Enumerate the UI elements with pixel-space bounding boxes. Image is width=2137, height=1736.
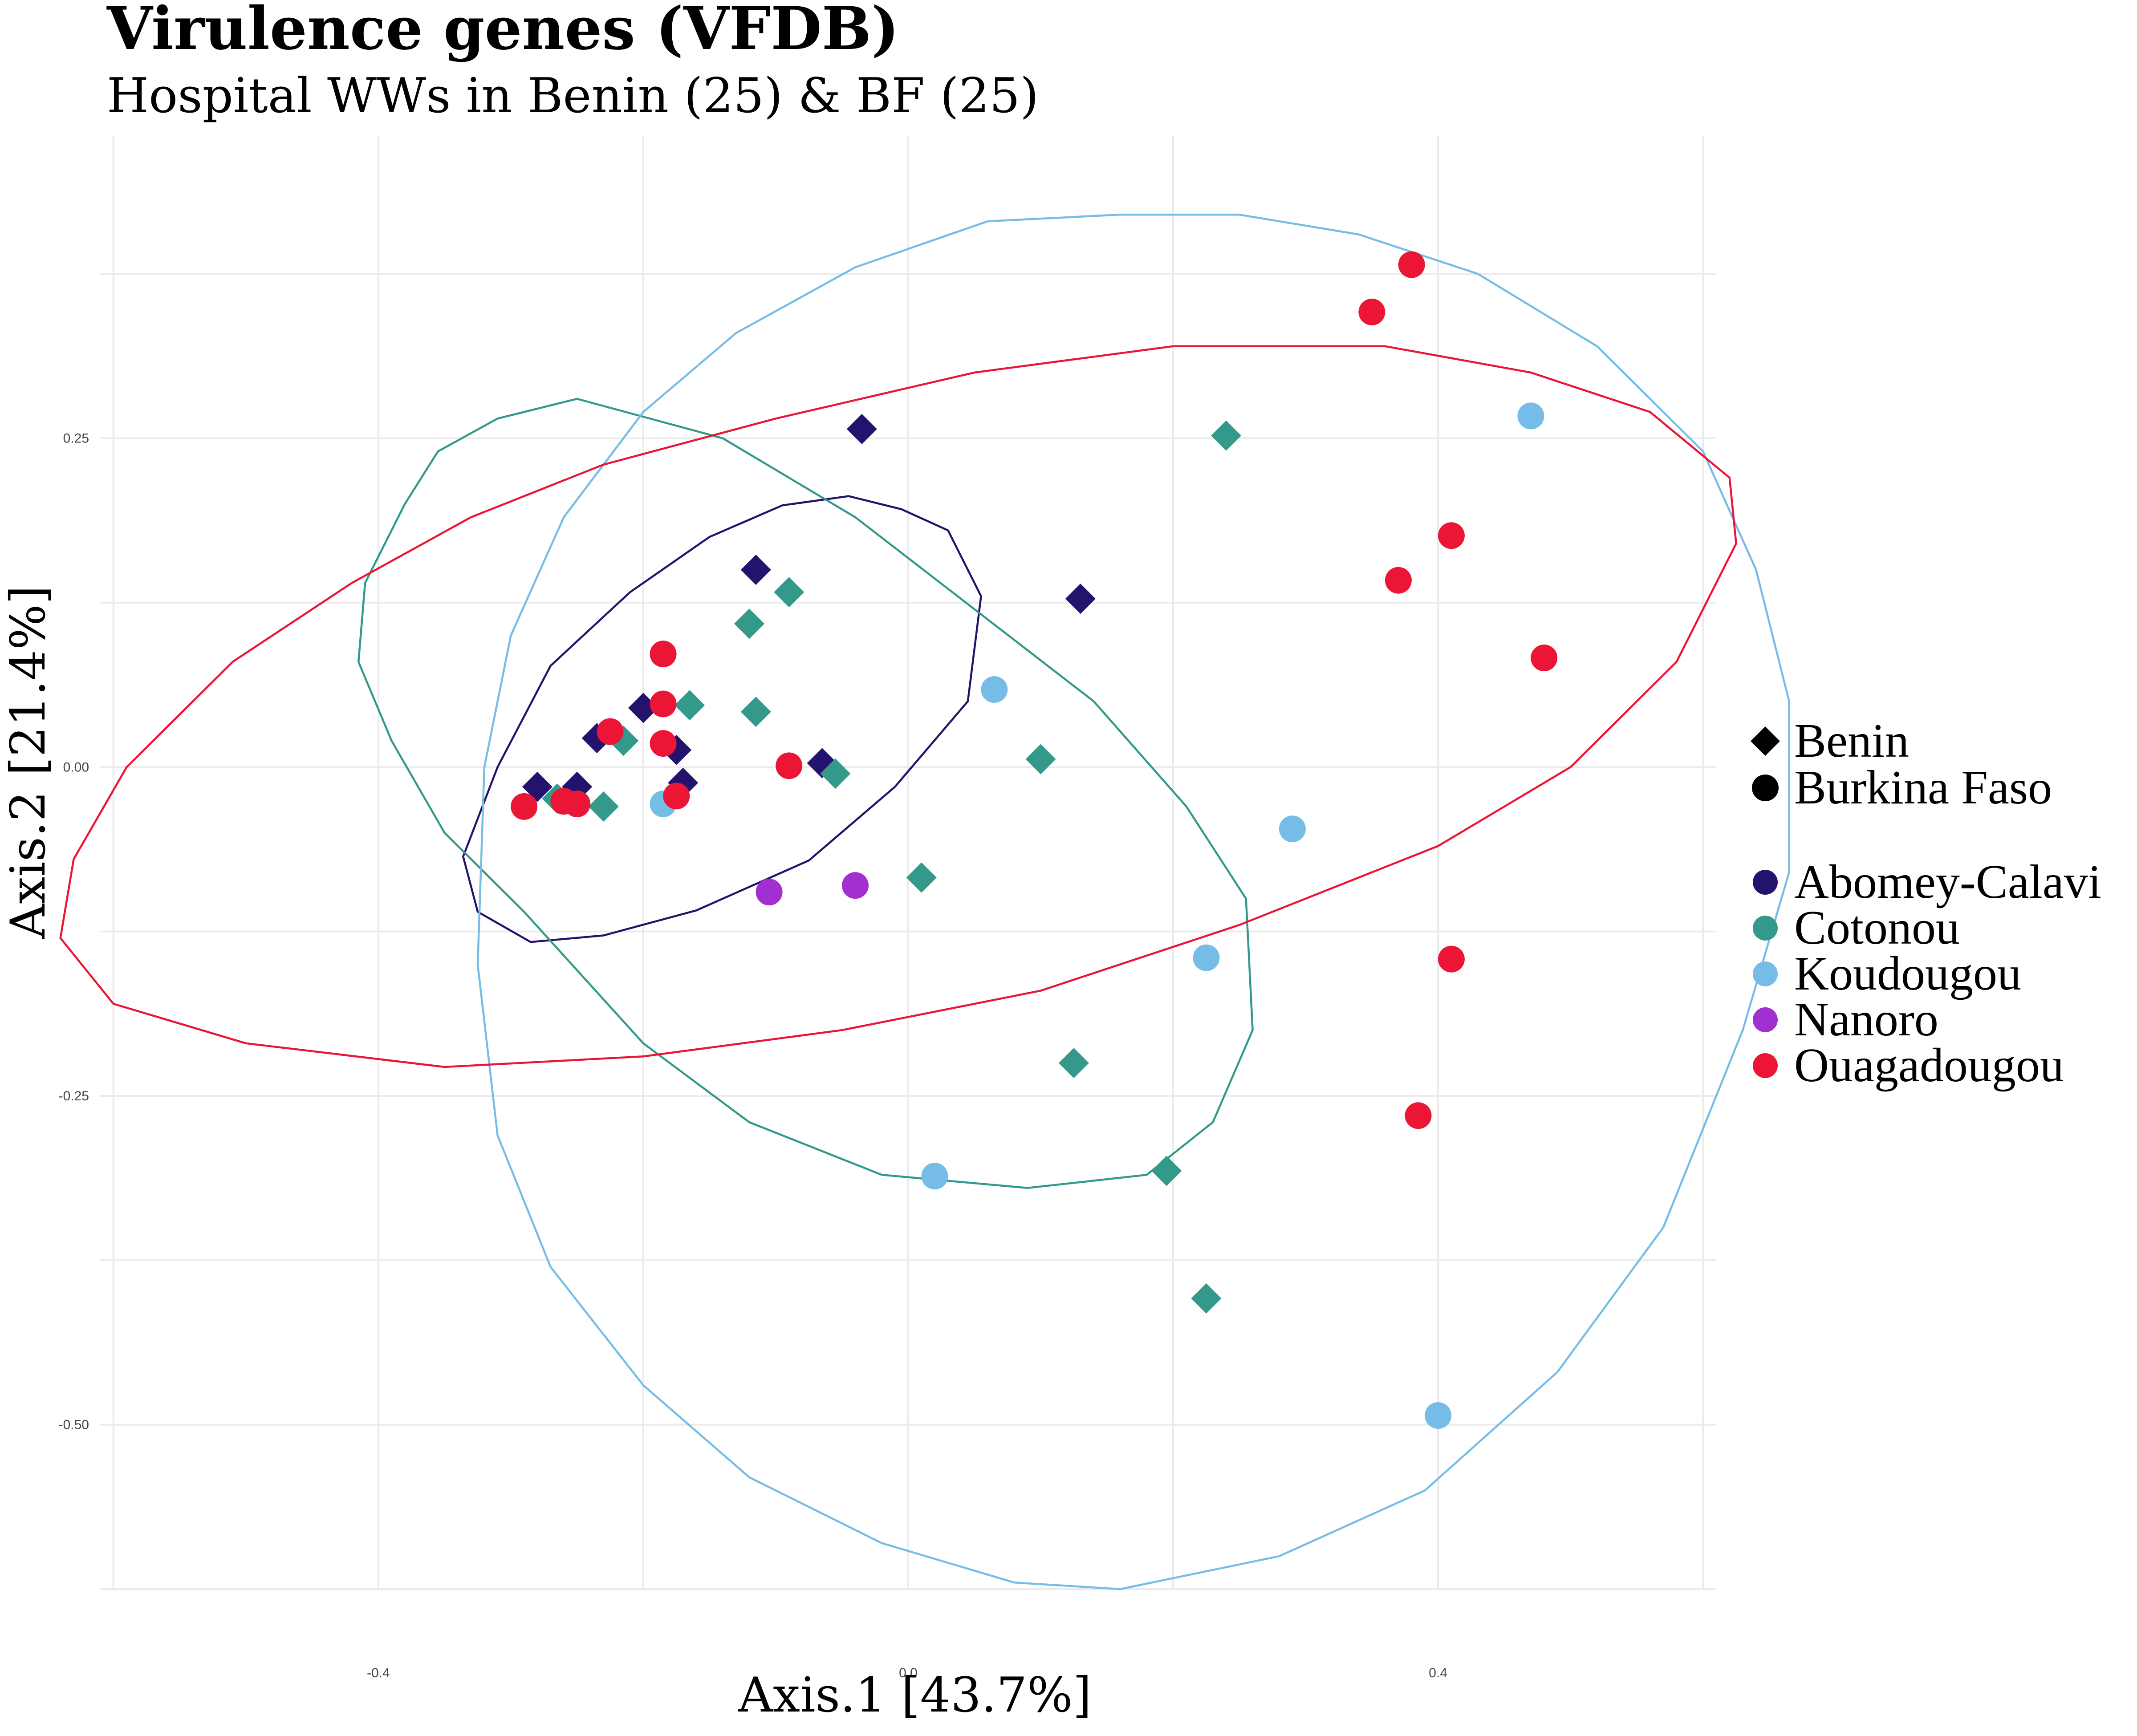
point-nanoro <box>841 872 869 899</box>
point-cotonou <box>1191 1283 1222 1314</box>
legend-key-nanoro <box>1753 1007 1778 1032</box>
legend-key-koudougou <box>1753 961 1778 986</box>
grid-lines <box>100 136 1716 1590</box>
point-cotonou <box>820 758 851 789</box>
legend-label-abomey-calavi: Abomey-Calavi <box>1794 856 2101 909</box>
legend-key-cotonou <box>1753 916 1778 941</box>
point-koudougou <box>981 676 1008 703</box>
x-tick-label: 0.4 <box>1429 1666 1447 1680</box>
y-tick-label: 0.00 <box>63 760 89 775</box>
legend-key-abomey-calavi <box>1753 870 1778 895</box>
point-cotonou <box>906 862 937 893</box>
point-ouagadougou <box>1405 1102 1432 1129</box>
point-ouagadougou <box>663 783 690 810</box>
point-koudougou <box>921 1163 948 1190</box>
confidence-ellipses <box>59 214 1790 1590</box>
y-tick-label: 0.25 <box>63 431 89 446</box>
point-ouagadougou <box>1398 251 1425 278</box>
point-ouagadougou <box>650 730 677 757</box>
legend-label-ouagadougou: Ouagadougou <box>1794 1039 2064 1092</box>
point-ouagadougou <box>1438 945 1465 973</box>
x-tick-label: -0.4 <box>367 1666 390 1680</box>
point-cotonou <box>774 577 804 608</box>
point-ouagadougou <box>1385 567 1412 594</box>
legend-label-benin: Benin <box>1794 714 1909 767</box>
legend-label-koudougou: Koudougou <box>1794 947 2021 1000</box>
point-koudougou <box>1425 1402 1452 1429</box>
point-ouagadougou <box>1358 298 1385 325</box>
point-cotonou <box>1151 1156 1182 1186</box>
point-ouagadougou <box>564 791 591 818</box>
point-abomey-calavi <box>740 555 771 585</box>
legend-label-nanoro: Nanoro <box>1794 993 1938 1046</box>
ellipse-abomey-calavi <box>462 495 982 943</box>
point-nanoro <box>756 878 783 905</box>
tick-labels: -0.4 0.0 0.4 -0.50 -0.25 0.00 0.25 <box>59 431 1447 1680</box>
chart-subtitle: Hospital WWs in Benin (25) & BF (25) <box>107 68 1039 124</box>
data-points <box>511 251 1558 1429</box>
point-abomey-calavi <box>522 771 553 802</box>
legend-key-burkina-faso <box>1752 775 1779 801</box>
point-cotonou <box>1211 420 1242 451</box>
point-ouagadougou <box>1531 645 1558 672</box>
point-koudougou <box>1193 944 1220 971</box>
ellipse-cotonou <box>357 397 1254 1189</box>
legend-key-ouagadougou <box>1753 1053 1778 1078</box>
point-ouagadougou <box>511 793 538 820</box>
point-cotonou <box>1025 744 1056 775</box>
point-cotonou <box>588 791 619 822</box>
legend-label-cotonou: Cotonou <box>1794 901 1960 954</box>
x-tick-label: 0.0 <box>899 1666 918 1680</box>
point-ouagadougou <box>1438 522 1465 549</box>
point-abomey-calavi <box>1065 584 1096 614</box>
point-abomey-calavi <box>846 414 877 444</box>
point-ouagadougou <box>776 752 803 779</box>
y-tick-label: -0.25 <box>59 1089 89 1103</box>
point-cotonou <box>740 697 771 727</box>
point-koudougou <box>1517 402 1544 430</box>
y-axis-label: Axis.2 [21.4%] <box>0 585 56 939</box>
chart-title: Virulence genes (VFDB) <box>106 0 899 63</box>
point-ouagadougou <box>650 690 677 718</box>
point-koudougou <box>1279 815 1306 843</box>
legend-label-burkina-faso: Burkina Faso <box>1794 761 2052 814</box>
x-axis-label: Axis.1 [43.7%] <box>738 1667 1092 1723</box>
point-ouagadougou <box>650 641 677 668</box>
point-cotonou <box>1058 1048 1089 1079</box>
point-cotonou <box>674 690 705 721</box>
y-tick-label: -0.50 <box>59 1418 89 1432</box>
ellipse-ouagadougou <box>59 345 1737 1068</box>
point-cotonou <box>734 608 764 639</box>
ellipse-koudougou <box>476 214 1790 1590</box>
point-ouagadougou <box>597 718 624 745</box>
legend-key-benin <box>1751 726 1780 756</box>
